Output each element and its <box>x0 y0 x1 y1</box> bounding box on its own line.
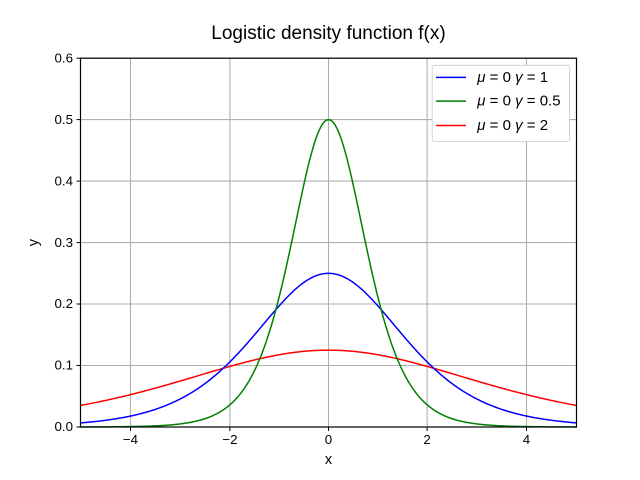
svg-text:0.4: 0.4 <box>55 173 74 188</box>
svg-text:0.0: 0.0 <box>55 419 74 434</box>
svg-text:μ = 0 γ = 2: μ = 0 γ = 2 <box>476 117 548 134</box>
svg-text:2: 2 <box>423 432 430 447</box>
svg-text:0.5: 0.5 <box>55 112 74 127</box>
svg-text:0.6: 0.6 <box>55 50 74 65</box>
svg-text:y: y <box>26 238 42 246</box>
svg-text:Logistic density function f(x): Logistic density function f(x) <box>211 23 445 44</box>
svg-text:4: 4 <box>523 432 530 447</box>
svg-text:x: x <box>325 452 333 468</box>
svg-text:−4: −4 <box>123 432 138 447</box>
svg-text:0.2: 0.2 <box>55 296 74 311</box>
svg-text:0.3: 0.3 <box>55 235 74 250</box>
svg-text:−2: −2 <box>222 432 237 447</box>
svg-text:0: 0 <box>325 432 332 447</box>
svg-text:0.1: 0.1 <box>55 358 74 373</box>
svg-text:μ = 0 γ = 0.5: μ = 0 γ = 0.5 <box>476 93 560 110</box>
svg-text:μ = 0 γ = 1: μ = 0 γ = 1 <box>476 69 548 86</box>
